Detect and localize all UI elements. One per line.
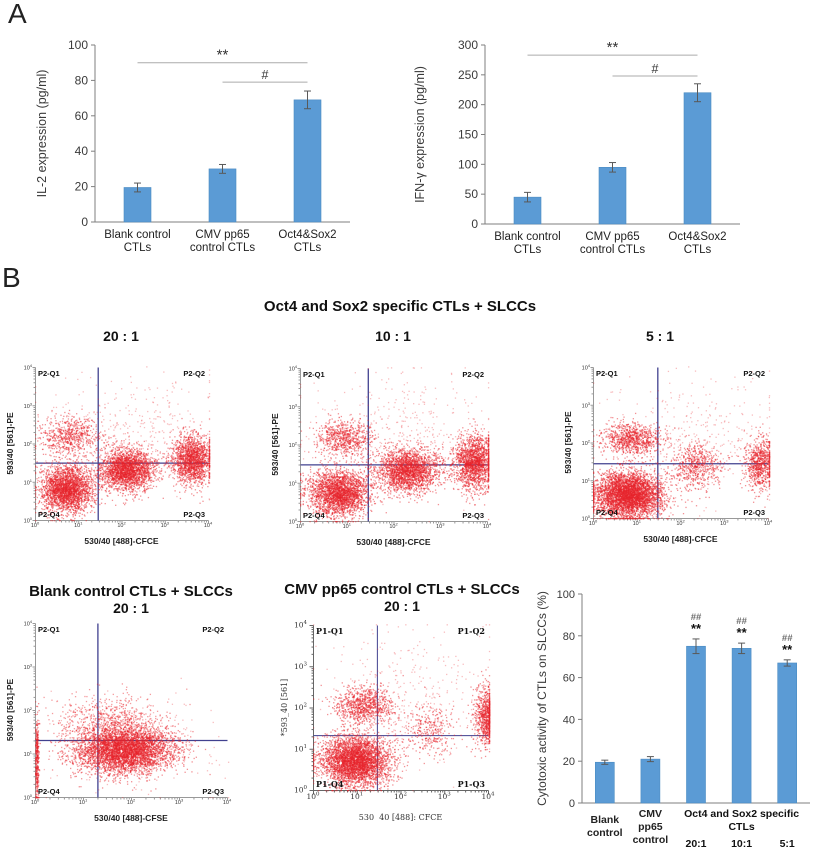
svg-text:50: 50	[465, 187, 479, 201]
svg-text:control CTLs: control CTLs	[580, 244, 645, 256]
blank-control-title-line2: 20 : 1	[113, 600, 149, 616]
scatter-oct4-5to1	[561, 357, 778, 556]
svg-text:100: 100	[68, 38, 88, 52]
svg-text:0: 0	[81, 215, 88, 229]
scatter-oct4-20to1	[3, 357, 218, 558]
svg-text:Oct4&Sox2: Oct4&Sox2	[278, 229, 336, 241]
blank-control-title: Blank control CTLs + SLCCs 20 : 1	[6, 583, 256, 617]
svg-text:20: 20	[75, 180, 89, 194]
svg-text:60: 60	[75, 109, 89, 123]
svg-text:control: control	[587, 827, 623, 839]
svg-text:CTLs: CTLs	[728, 821, 754, 833]
svg-text:pp65: pp65	[638, 821, 663, 833]
svg-text:IL-2 expression (pg/ml): IL-2 expression (pg/ml)	[35, 70, 49, 198]
svg-text:control: control	[633, 834, 669, 846]
ratio-label-5-1: 5 : 1	[645, 328, 674, 344]
svg-text:**: **	[607, 39, 619, 56]
svg-text:**: **	[782, 642, 793, 657]
svg-text:10:1: 10:1	[731, 838, 752, 850]
scatter-oct4-10to1	[268, 358, 497, 559]
svg-text:#: #	[652, 62, 659, 76]
svg-text:Blank control: Blank control	[104, 229, 170, 241]
svg-text:300: 300	[458, 38, 478, 52]
panel-b-label: B	[2, 262, 21, 293]
cytotoxicity-bar-chart: 0 20 40 60 80 100 Cytotoxic activity of CTLs o…	[528, 570, 817, 855]
svg-text:CMV pp65: CMV pp65	[585, 231, 639, 243]
svg-text:CTLs: CTLs	[684, 244, 712, 256]
scatter-cmv-control	[277, 615, 498, 828]
il2-bar-chart: 0 20 40 60 80 100 IL-2 expression (pg/ml) ** # Bl…	[28, 16, 410, 268]
svg-text:20: 20	[563, 756, 575, 768]
svg-text:200: 200	[458, 98, 478, 112]
ratio-label-20-1: 20 : 1	[103, 328, 139, 344]
svg-text:150: 150	[458, 128, 478, 142]
svg-text:Blank: Blank	[591, 814, 620, 826]
svg-text:80: 80	[563, 631, 575, 643]
svg-text:40: 40	[75, 144, 89, 158]
cmv-control-title-line2: 20 : 1	[384, 598, 420, 614]
svg-text:##: ##	[736, 616, 747, 627]
blank-control-title-line1: Blank control CTLs + SLCCs	[29, 583, 233, 600]
svg-text:**: **	[737, 625, 748, 640]
svg-text:##: ##	[691, 612, 702, 623]
svg-text:60: 60	[563, 673, 575, 685]
svg-text:0: 0	[471, 217, 478, 231]
svg-text:Oct4 and Sox2 specific: Oct4 and Sox2 specific	[684, 808, 799, 820]
svg-text:Blank control: Blank control	[494, 231, 560, 243]
svg-text:80: 80	[75, 73, 89, 87]
ratio-label-10-1: 10 : 1	[375, 328, 411, 344]
svg-text:**: **	[217, 47, 229, 64]
svg-text:CTLs: CTLs	[294, 242, 322, 254]
panel-a-label: A	[8, 0, 27, 29]
svg-text:0: 0	[569, 798, 575, 810]
svg-text:100: 100	[557, 589, 575, 601]
svg-text:CMV: CMV	[639, 808, 662, 820]
svg-text:CTLs: CTLs	[514, 244, 542, 256]
svg-text:5:1: 5:1	[780, 838, 795, 850]
scatter-blank-control	[3, 613, 237, 835]
svg-text:CMV pp65: CMV pp65	[195, 229, 249, 241]
svg-text:CTLs: CTLs	[124, 242, 152, 254]
svg-text:##: ##	[782, 633, 793, 644]
svg-text:40: 40	[563, 714, 575, 726]
svg-text:Oct4&Sox2: Oct4&Sox2	[668, 231, 726, 243]
ifng-bar-chart: 0 50 100 150 200 250 300 IFN-γ expression (pg/m…	[410, 16, 810, 268]
cmv-control-title: CMV pp65 control CTLs + SLCCs 20 : 1	[277, 581, 527, 615]
panel-b-title: Oct4 and Sox2 specific CTLs + SLCCs	[263, 298, 537, 315]
svg-text:20:1: 20:1	[685, 838, 706, 850]
svg-text:**: **	[691, 621, 702, 636]
svg-text:Cytotoxic activity of CTLs on: Cytotoxic activity of CTLs on SLCCs (%)	[535, 591, 549, 806]
svg-text:IFN-γ expression (pg/ml): IFN-γ expression (pg/ml)	[413, 66, 427, 203]
cmv-control-title-line1: CMV pp65 control CTLs + SLCCs	[284, 581, 520, 598]
svg-text:250: 250	[458, 68, 478, 82]
svg-text:control CTLs: control CTLs	[190, 242, 255, 254]
svg-text:#: #	[262, 68, 269, 82]
svg-text:100: 100	[458, 157, 478, 171]
